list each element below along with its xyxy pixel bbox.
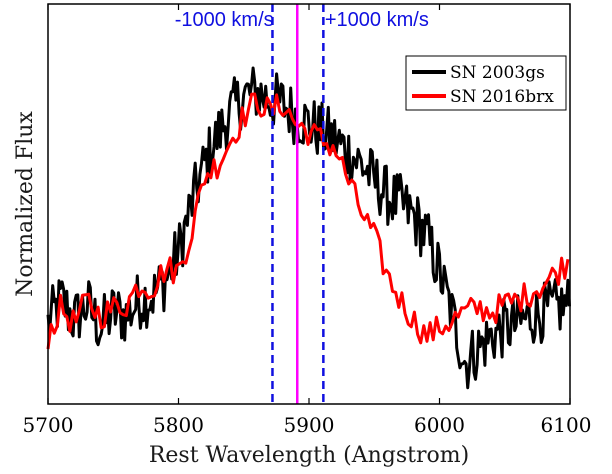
annotation-plus-1000-kms: +1000 km/s	[325, 9, 429, 31]
x-axis-title: Rest Wavelength (Angstrom)	[149, 443, 469, 468]
x-tick-label-5700: 5700	[23, 413, 74, 437]
x-tick-label-5900: 5900	[284, 413, 335, 437]
x-tick-label-5800: 5800	[153, 413, 204, 437]
x-axis-ticks: 5700 5800 5900 6000 6100	[23, 4, 592, 437]
legend: SN 2003gs SN 2016brx	[405, 55, 567, 111]
annotation-minus-1000-kms: -1000 km/s	[175, 9, 274, 31]
legend-box	[405, 55, 567, 111]
plot-data-layer	[46, 66, 571, 390]
x-tick-label-6100: 6100	[541, 413, 592, 437]
reference-lines-layer	[271, 4, 325, 404]
series-line-sn-2003gs	[46, 66, 571, 390]
x-tick-label-6000: 6000	[414, 413, 465, 437]
legend-label-sn-2016brx: SN 2016brx	[450, 87, 554, 107]
legend-label-sn-2003gs: SN 2003gs	[450, 63, 545, 83]
y-axis-title: Normalized Flux	[13, 111, 38, 297]
series-line-sn-2016brx	[46, 92, 570, 350]
